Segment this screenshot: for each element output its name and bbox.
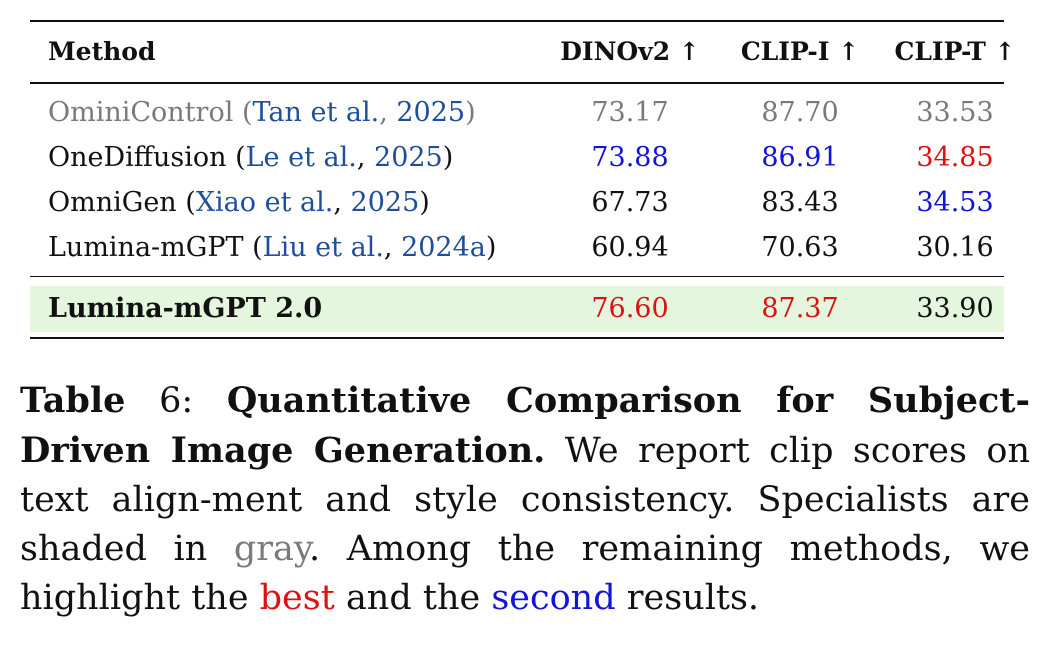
header-method: Method: [48, 37, 156, 66]
method-name: OminiControl (Tan et al., 2025): [48, 96, 476, 128]
caption-best-word: best: [259, 578, 335, 618]
header-dinov2: DINOv2 ↑: [560, 37, 700, 66]
table-header-rule: [30, 82, 1004, 84]
table-header-row: Method DINOv2 ↑ CLIP-I ↑ CLIP-T ↑: [30, 22, 1016, 82]
clip-t-value: 30.16: [916, 231, 994, 263]
citation-year-link[interactable]: 2024a: [401, 231, 486, 263]
clip-t-value: 33.90: [916, 293, 994, 324]
header-clip-t: CLIP-T ↑: [894, 37, 1016, 66]
method-name: Lumina-mGPT (Liu et al., 2024a): [48, 231, 497, 263]
dinov2-value: 73.88: [591, 141, 669, 173]
caption-text: We report clip scores on text align-ment…: [20, 431, 1030, 569]
citation-year-link[interactable]: 2025: [396, 96, 466, 128]
clip-t-value: 34.85: [916, 141, 994, 173]
caption-text: results.: [615, 578, 760, 618]
table-row: Lumina-mGPT (Liu et al., 2024a) 60.94 70…: [30, 225, 1004, 270]
clip-t-value: 33.53: [916, 96, 994, 128]
clip-t-value: 34.53: [916, 186, 994, 218]
citation-link[interactable]: Liu et al.: [262, 231, 384, 263]
table-caption: Table 6: Quantitative Comparison for Sub…: [20, 376, 1030, 623]
caption-title: Quantitative Comparison for Subject-Driv…: [20, 380, 1030, 471]
comparison-table: Method DINOv2 ↑ CLIP-I ↑ CLIP-T ↑ OminiC…: [30, 20, 1016, 339]
table-top-rule: [30, 20, 1004, 22]
citation-link[interactable]: Xiao et al.: [195, 186, 334, 218]
method-name: OmniGen (Xiao et al., 2025): [48, 186, 430, 218]
dinov2-value: 76.60: [591, 293, 669, 324]
table-row: OneDiffusion (Le et al., 2025) 73.88 86.…: [30, 135, 1004, 180]
caption-number: 6:: [125, 381, 227, 421]
dinov2-value: 60.94: [591, 231, 669, 263]
citation-link[interactable]: Le et al.: [245, 141, 357, 173]
caption-text: . Among the remaining methods, we highli…: [20, 529, 1030, 618]
caption-second-word: second: [491, 578, 616, 618]
citation-year-link[interactable]: 2025: [350, 186, 420, 218]
clip-i-value: 87.70: [761, 96, 839, 128]
table-row-ours: Lumina-mGPT 2.0 76.60 87.37 33.90: [30, 286, 1004, 332]
table-bottom-rule: [30, 337, 1004, 339]
clip-i-value: 70.63: [761, 231, 839, 263]
method-name: OneDiffusion (Le et al., 2025): [48, 141, 454, 173]
header-clip-i: CLIP-I ↑: [740, 37, 860, 66]
clip-i-value: 86.91: [761, 141, 839, 173]
caption-gray-word: gray: [233, 529, 309, 569]
clip-i-value: 83.43: [761, 186, 839, 218]
table-ours-rule: [30, 275, 1004, 277]
clip-i-value: 87.37: [761, 293, 839, 324]
table-row: OmniGen (Xiao et al., 2025) 67.73 83.43 …: [30, 180, 1004, 225]
caption-label: Table: [20, 380, 126, 421]
citation-year-link[interactable]: 2025: [374, 141, 443, 173]
caption-text: and the: [334, 578, 492, 618]
table-row: OminiControl (Tan et al., 2025) 73.17 87…: [30, 90, 1004, 135]
dinov2-value: 73.17: [591, 96, 669, 128]
citation-link[interactable]: Tan et al.: [252, 96, 380, 128]
method-name-ours: Lumina-mGPT 2.0: [48, 293, 323, 324]
dinov2-value: 67.73: [591, 186, 669, 218]
